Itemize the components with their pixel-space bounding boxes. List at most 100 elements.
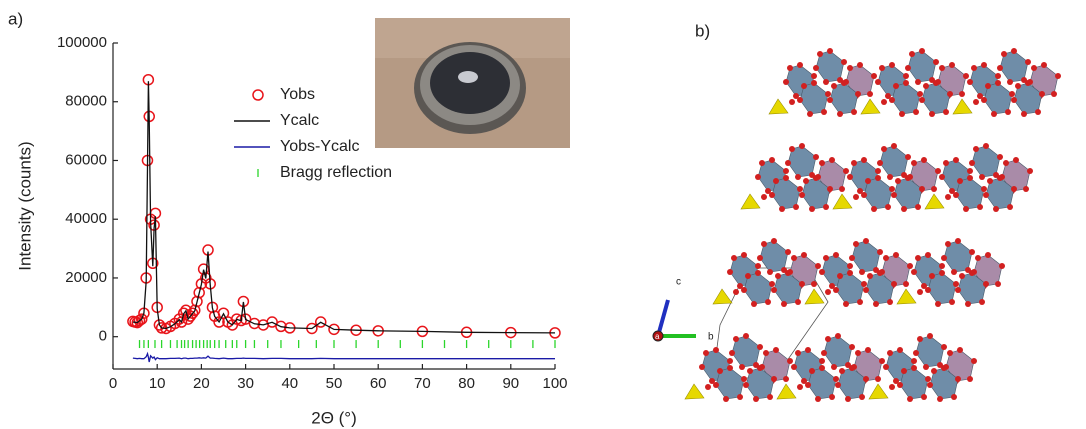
oxygen: [929, 111, 935, 117]
oxygen: [791, 364, 797, 370]
oxygen: [797, 186, 803, 192]
tetrahedron: [925, 194, 944, 209]
oxygen: [939, 65, 945, 71]
oxygen: [809, 206, 815, 212]
oxygen: [951, 269, 957, 275]
oxygen: [871, 206, 877, 212]
oxygen: [917, 91, 923, 97]
oxygen: [1041, 62, 1047, 68]
oxygen: [951, 394, 957, 400]
oxygen: [785, 160, 791, 166]
oxygen: [861, 157, 867, 163]
oxygen: [769, 281, 775, 287]
x-tick-label: 20: [193, 375, 210, 392]
oxygen: [997, 65, 1003, 71]
oxygen: [987, 178, 993, 184]
oxygen: [929, 273, 935, 279]
oxygen: [831, 83, 837, 89]
oxygen: [925, 376, 931, 382]
oxygen: [999, 263, 1005, 269]
oxygen: [845, 396, 851, 402]
oxygen: [753, 396, 759, 402]
oxygen: [905, 154, 911, 160]
oxygen: [881, 99, 887, 105]
oxygen: [853, 194, 859, 200]
tetrahedron: [685, 384, 704, 399]
oxygen: [727, 358, 733, 364]
oxygen: [789, 146, 795, 152]
oxygen: [877, 160, 883, 166]
x-tick-label: 10: [149, 375, 166, 392]
y-tick-label: 80000: [65, 93, 107, 110]
oxygen: [955, 376, 961, 382]
x-tick-label: 30: [237, 375, 254, 392]
oxygen: [867, 91, 873, 97]
oxygen: [783, 168, 789, 174]
oxygen: [757, 255, 763, 261]
oxygen: [785, 249, 791, 255]
oxygen: [917, 289, 923, 295]
oxygen: [823, 79, 829, 85]
oxygen: [887, 174, 893, 180]
oxygen: [965, 301, 971, 307]
legend-label: Yobs-Ycalc: [280, 138, 359, 155]
oxygen: [1025, 59, 1031, 65]
oxygen: [859, 394, 865, 400]
oxygen: [827, 97, 833, 103]
oxygen: [945, 194, 951, 200]
oxygen: [903, 73, 909, 79]
oxygen: [907, 263, 913, 269]
oxygen: [851, 160, 857, 166]
oxygen: [833, 252, 839, 258]
oxygen: [865, 347, 871, 353]
oxygen: [745, 273, 751, 279]
oxygen: [995, 281, 1001, 287]
oxygen: [963, 206, 969, 212]
oxygen: [913, 109, 919, 115]
oxygen: [821, 350, 827, 356]
tetrahedron: [897, 289, 916, 304]
oxygen: [771, 376, 777, 382]
oxygen: [743, 382, 749, 388]
oxygen: [829, 157, 835, 163]
oxygen: [883, 255, 889, 261]
oxygen: [985, 252, 991, 258]
oxygen: [799, 143, 805, 149]
oxygen: [1055, 73, 1061, 79]
oxygen: [953, 192, 959, 198]
oxygen: [955, 287, 961, 293]
oxygen: [799, 192, 805, 198]
oxygen: [767, 269, 773, 275]
oxygen: [915, 204, 921, 210]
oxygen: [933, 59, 939, 65]
oxygen: [993, 206, 999, 212]
oxygen: [791, 255, 797, 261]
oxygen: [967, 168, 973, 174]
oxygen: [743, 333, 749, 339]
panel-label: a): [8, 9, 23, 28]
oxygen: [717, 368, 723, 374]
oxygen: [795, 174, 801, 180]
crystal-structure: [685, 48, 1061, 402]
oxygen: [809, 368, 815, 374]
oxygen: [765, 299, 771, 305]
x-tick-label: 100: [542, 375, 567, 392]
oxygen: [783, 175, 789, 181]
oxygen: [835, 382, 841, 388]
oxygen: [967, 376, 973, 382]
oxygen: [841, 59, 847, 65]
oxygen: [773, 347, 779, 353]
oxygen: [767, 394, 773, 400]
oxygen: [849, 255, 855, 261]
oxygen: [759, 160, 765, 166]
oxygen: [855, 350, 861, 356]
x-tick-label: 50: [326, 375, 343, 392]
panel-label: b): [695, 21, 710, 40]
oxygen: [915, 255, 921, 261]
oxygen: [805, 347, 811, 353]
x-tick-label: 90: [502, 375, 519, 392]
oxygen: [889, 62, 895, 68]
oxygen: [849, 344, 855, 350]
y-tick-label: 60000: [65, 151, 107, 168]
oxygen: [897, 347, 903, 353]
